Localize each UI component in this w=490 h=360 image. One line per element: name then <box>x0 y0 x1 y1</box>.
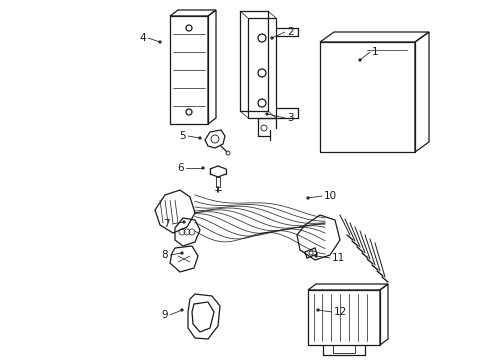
Bar <box>308 290 380 345</box>
Bar <box>333 345 355 353</box>
Text: 11: 11 <box>332 253 345 263</box>
Text: 1: 1 <box>372 47 379 57</box>
Text: 12: 12 <box>334 307 347 317</box>
Text: 3: 3 <box>287 113 294 123</box>
Text: 9: 9 <box>161 310 168 320</box>
Text: 10: 10 <box>324 191 337 201</box>
Text: 5: 5 <box>179 131 186 141</box>
Text: 2: 2 <box>287 27 294 37</box>
Text: 6: 6 <box>177 163 184 173</box>
Text: 7: 7 <box>163 219 170 229</box>
Text: 8: 8 <box>161 250 168 260</box>
Bar <box>216 177 220 187</box>
Bar <box>320 42 415 152</box>
Text: 4: 4 <box>139 33 146 43</box>
